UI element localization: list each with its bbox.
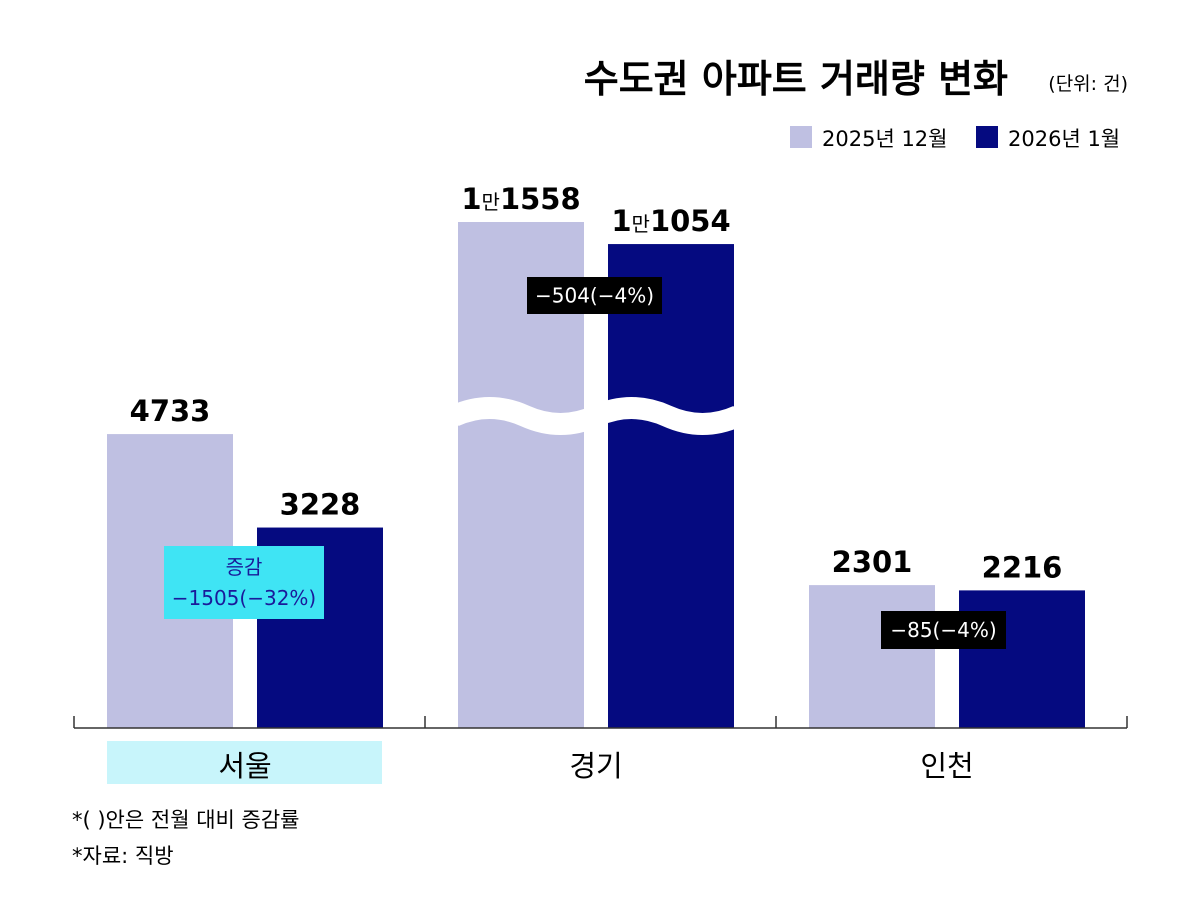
bar-gyeonggi-2026-01 (608, 244, 734, 729)
footnote-change-rate: *( )안은 전월 대비 증감률 (72, 808, 299, 832)
x-axis (73, 716, 1128, 729)
axis-break-group (449, 397, 743, 435)
category-labels-group: 서울 경기 인천 (218, 749, 973, 783)
value-label-incheon-2025-12: 2301 (832, 545, 913, 579)
category-label-incheon: 인천 (920, 749, 973, 783)
bar-incheon-2025-12 (809, 585, 935, 728)
legend-label-2025-12: 2025년 12월 (822, 127, 947, 151)
value-label-seoul-2025-12: 4733 (130, 394, 211, 428)
category-highlight-seoul (107, 741, 382, 784)
legend-swatch-2025-12 (790, 126, 812, 148)
change-box-incheon (881, 611, 1006, 649)
footnote-source: *자료: 직방 (72, 844, 174, 868)
change-box-seoul (164, 546, 324, 619)
change-text-seoul: −1505(−32%) (172, 586, 316, 610)
bars-group (107, 222, 1085, 729)
legend-label-2026-01: 2026년 1월 (1008, 127, 1120, 151)
category-label-gyeonggi: 경기 (569, 749, 622, 783)
category-label-seoul: 서울 (218, 749, 271, 783)
legend-swatch-2026-01 (976, 126, 998, 148)
chart-unit: (단위: 건) (1048, 73, 1128, 95)
value-label-gyeonggi-2026-01: 1만1054 (611, 204, 730, 238)
change-heading-seoul: 증감 (226, 555, 263, 579)
chart-title: 수도권 아파트 거래량 변화 (584, 57, 1008, 101)
change-box-gyeonggi (527, 277, 662, 314)
value-label-seoul-2026-01: 3228 (280, 488, 361, 522)
change-text-gyeonggi: −504(−4%) (535, 284, 654, 308)
change-text-incheon: −85(−4%) (890, 618, 996, 642)
value-label-gyeonggi-2025-12: 1만1558 (461, 182, 580, 216)
axis-break-line-upper (452, 405, 740, 427)
value-label-incheon-2026-01: 2216 (982, 550, 1063, 584)
change-boxes-group: 증감 −1505(−32%) −504(−4%) −85(−4%) (164, 277, 1006, 649)
value-labels-group: 4733 3228 1만1558 1만1054 2301 2216 (130, 182, 1063, 584)
